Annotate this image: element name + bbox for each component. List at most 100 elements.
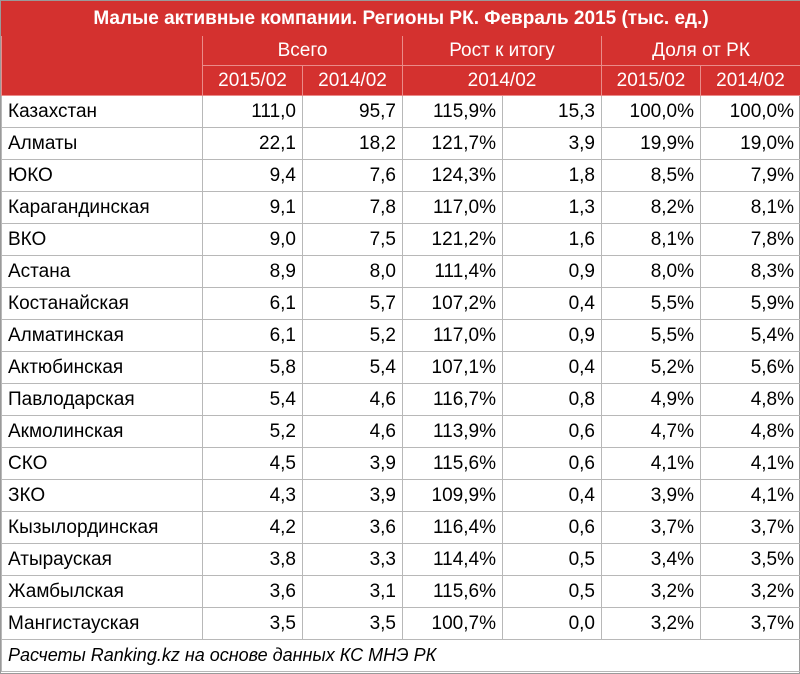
region-cell: Актюбинская [1,351,203,384]
growth-abs-cell: 0,5 [502,575,602,608]
growth-pct-cell: 124,3% [402,159,503,192]
share-2015-cell: 4,1% [601,447,701,480]
share-2015-cell: 3,7% [601,511,701,544]
region-cell: Костанайская [1,287,203,320]
growth-abs-cell: 0,4 [502,351,602,384]
total-2015-cell: 5,8 [202,351,303,384]
share-2015-cell: 4,9% [601,383,701,416]
total-2014-cell: 7,8 [302,191,403,224]
total-2015-cell: 6,1 [202,287,303,320]
header-period: 2015/02 [601,65,701,96]
share-2015-cell: 19,9% [601,127,701,160]
table-row: Кызылординская 4,2 3,6 116,4% 0,6 3,7% 3,7% [1,511,800,544]
share-2015-cell: 3,2% [601,575,701,608]
growth-pct-cell: 111,4% [402,255,503,288]
table-row: Атырауская 3,8 3,3 114,4% 0,5 3,4% 3,5% [1,543,800,576]
total-2014-cell: 5,4 [302,351,403,384]
region-cell: Мангистауская [1,607,203,640]
table-row: Жамбылская 3,6 3,1 115,6% 0,5 3,2% 3,2% [1,575,800,608]
total-2014-cell: 4,6 [302,415,403,448]
total-2014-cell: 18,2 [302,127,403,160]
table-row: Астана 8,9 8,0 111,4% 0,9 8,0% 8,3% [1,255,800,288]
total-2015-cell: 5,4 [202,383,303,416]
total-2014-cell: 7,5 [302,223,403,256]
share-2014-cell: 4,8% [699,383,800,416]
table-row: Мангистауская 3,5 3,5 100,7% 0,0 3,2% 3,7% [1,607,800,640]
header-corner [1,35,203,96]
growth-pct-cell: 115,6% [402,575,503,608]
share-2015-cell: 8,5% [601,159,701,192]
header-row-groups: Всего Рост к итогу Доля от РК [1,35,800,96]
growth-pct-cell: 115,9% [402,95,503,128]
footnote: Расчеты Ranking.kz на основе данных КС М… [0,639,800,672]
header-period: 2014/02 [302,65,403,96]
total-2014-cell: 7,6 [302,159,403,192]
total-2015-cell: 9,4 [202,159,303,192]
growth-pct-cell: 100,7% [402,607,503,640]
table-row: Карагандинская 9,1 7,8 117,0% 1,3 8,2% 8,1% [1,191,800,224]
share-2014-cell: 4,1% [699,479,800,512]
table-row: Алматы 22,1 18,2 121,7% 3,9 19,9% 19,0% [1,127,800,160]
region-cell: СКО [1,447,203,480]
header-group-growth: Рост к итогу [402,35,602,66]
table-row: Алматинская 6,1 5,2 117,0% 0,9 5,5% 5,4% [1,319,800,352]
total-2015-cell: 3,6 [202,575,303,608]
total-2014-cell: 5,2 [302,319,403,352]
table-row: ВКО 9,0 7,5 121,2% 1,6 8,1% 7,8% [1,223,800,256]
growth-pct-cell: 121,7% [402,127,503,160]
share-2014-cell: 5,4% [699,319,800,352]
growth-abs-cell: 15,3 [502,95,602,128]
growth-abs-cell: 0,4 [502,287,602,320]
table-row: Актюбинская 5,8 5,4 107,1% 0,4 5,2% 5,6% [1,351,800,384]
share-2014-cell: 3,2% [699,575,800,608]
share-2015-cell: 8,0% [601,255,701,288]
share-2015-cell: 5,2% [601,351,701,384]
growth-pct-cell: 121,2% [402,223,503,256]
total-2015-cell: 4,2 [202,511,303,544]
growth-pct-cell: 116,7% [402,383,503,416]
share-2015-cell: 100,0% [601,95,701,128]
region-cell: Карагандинская [1,191,203,224]
growth-abs-cell: 1,8 [502,159,602,192]
header-period: 2014/02 [402,65,602,96]
region-cell: ЗКО [1,479,203,512]
growth-pct-cell: 107,1% [402,351,503,384]
total-2014-cell: 3,6 [302,511,403,544]
header-row-periods: 2015/02 2014/02 2014/02 2015/02 2014/02 [2,65,800,96]
header-group-total: Всего [202,35,403,66]
header-group-share: Доля от РК [600,35,800,66]
table-row: Павлодарская 5,4 4,6 116,7% 0,8 4,9% 4,8% [1,383,800,416]
growth-abs-cell: 0,9 [502,319,602,352]
growth-pct-cell: 107,2% [402,287,503,320]
region-cell: Атырауская [1,543,203,576]
growth-pct-cell: 117,0% [402,319,503,352]
total-2015-cell: 111,0 [202,95,303,128]
share-2015-cell: 8,2% [601,191,701,224]
total-2014-cell: 3,3 [302,543,403,576]
growth-pct-cell: 113,9% [402,415,503,448]
growth-abs-cell: 0,0 [502,607,602,640]
growth-pct-cell: 115,6% [402,447,503,480]
region-cell: Кызылординская [1,511,203,544]
region-cell: ЮКО [1,159,203,192]
share-2015-cell: 3,4% [601,543,701,576]
total-2015-cell: 6,1 [202,319,303,352]
growth-pct-cell: 114,4% [402,543,503,576]
total-2015-cell: 4,3 [202,479,303,512]
region-cell: Астана [1,255,203,288]
growth-pct-cell: 117,0% [402,191,503,224]
share-2014-cell: 4,8% [699,415,800,448]
region-cell: Алматинская [1,319,203,352]
table-body: Казахстан 111,0 95,7 115,9% 15,3 100,0% 100,0%… [1,95,800,640]
share-2015-cell: 3,9% [601,479,701,512]
region-cell: Жамбылская [1,575,203,608]
header-period: 2015/02 [202,65,303,96]
growth-abs-cell: 1,3 [502,191,602,224]
region-cell: Павлодарская [1,383,203,416]
share-2014-cell: 3,7% [699,607,800,640]
total-2015-cell: 9,0 [202,223,303,256]
table-row: ЮКО 9,4 7,6 124,3% 1,8 8,5% 7,9% [1,159,800,192]
region-cell: ВКО [1,223,203,256]
total-2015-cell: 3,8 [202,543,303,576]
